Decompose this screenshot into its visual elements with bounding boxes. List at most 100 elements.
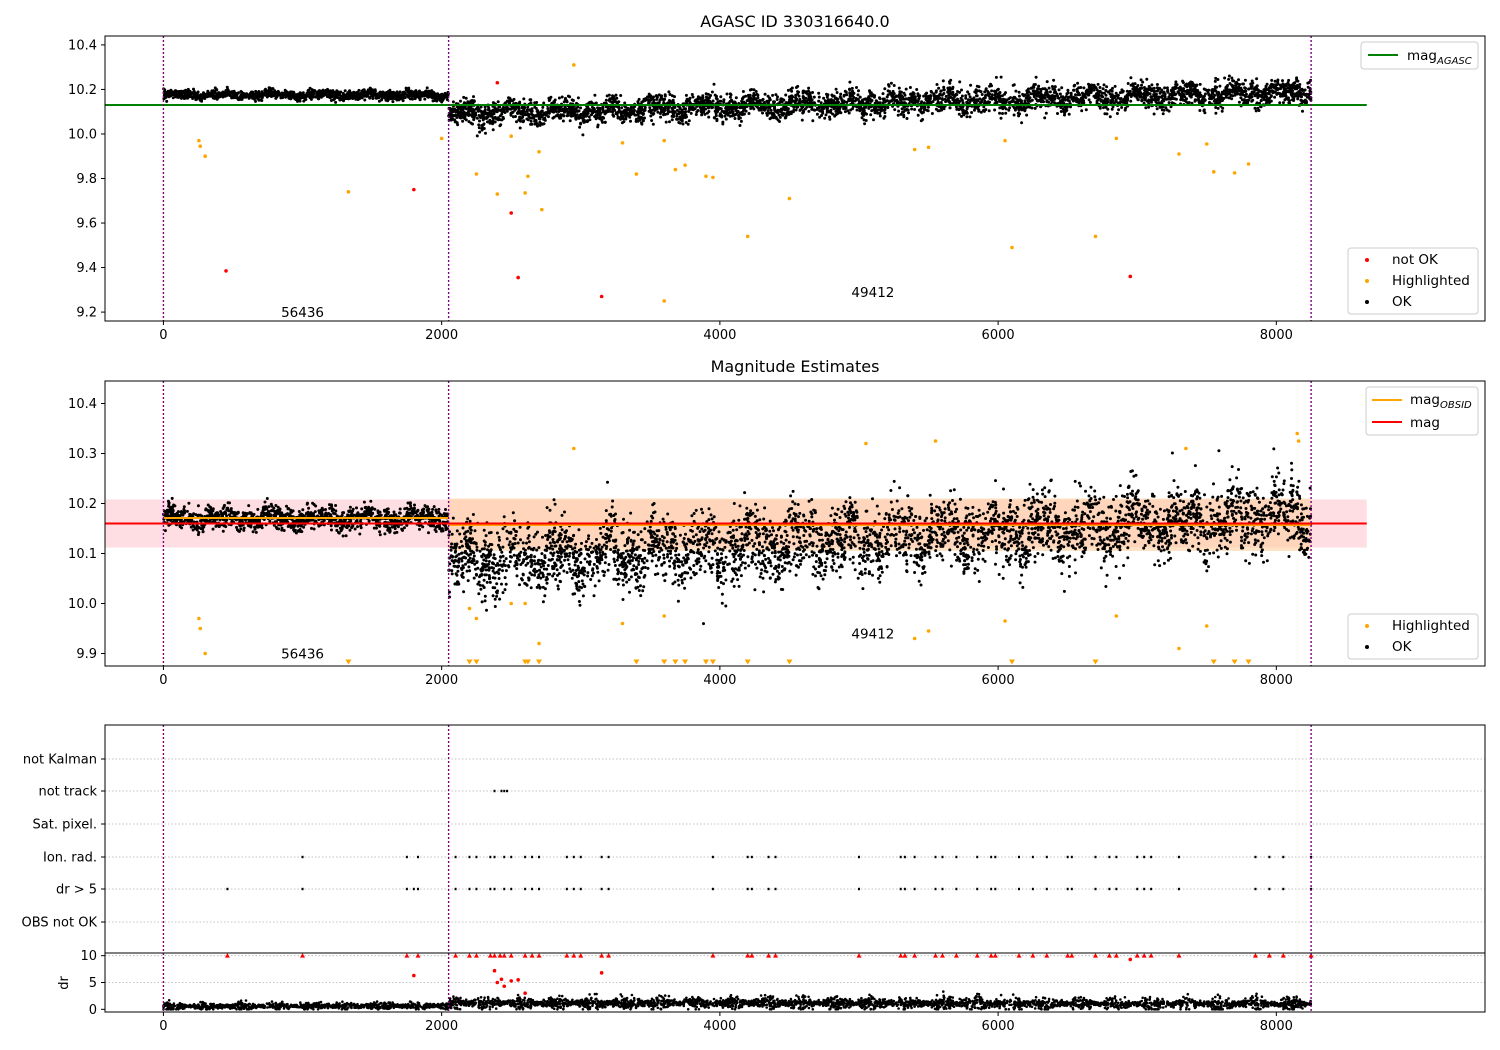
ok-point: [650, 119, 654, 122]
ok-point: [1210, 89, 1214, 93]
ok-point: [756, 105, 759, 109]
ok-point: [398, 90, 402, 94]
ok-point: [1016, 98, 1019, 102]
ok-point: [456, 123, 460, 127]
ok-point: [1136, 84, 1140, 87]
ok-point: [311, 95, 315, 99]
ok-point: [817, 91, 821, 95]
ok-point: [1228, 96, 1232, 100]
ok-point: [738, 124, 742, 127]
ok-point: [948, 95, 952, 99]
ok-point: [1013, 100, 1017, 104]
ok-point: [719, 95, 723, 99]
ok-point: [812, 108, 816, 112]
ok-point: [592, 106, 596, 110]
ok-point: [855, 108, 859, 112]
ok-point: [574, 114, 578, 118]
ok-point: [735, 111, 739, 115]
ok-point: [1163, 86, 1167, 90]
ok-point: [763, 108, 767, 112]
ok-point: [1147, 88, 1151, 92]
ok-point: [808, 95, 811, 99]
ok-point: [196, 90, 200, 94]
ok-point: [1224, 94, 1228, 97]
ok-point: [230, 96, 234, 100]
ok-point: [642, 97, 646, 101]
ok-point: [1083, 94, 1087, 98]
ok-point: [1023, 93, 1027, 97]
ok-point: [1143, 97, 1147, 101]
ok-point: [475, 134, 479, 138]
ok-point: [276, 91, 280, 95]
ok-point: [633, 109, 636, 112]
ok-point: [767, 99, 771, 103]
ok-point: [662, 113, 665, 117]
ok-point: [694, 99, 698, 102]
ok-point: [1173, 97, 1177, 101]
ok-point: [482, 123, 485, 127]
ok-point: [749, 107, 753, 110]
ok-point: [988, 97, 992, 100]
ok-point: [938, 93, 942, 96]
ok-point: [847, 97, 851, 101]
ok-point: [826, 98, 830, 102]
ok-point: [334, 100, 338, 104]
ok-point: [574, 117, 578, 121]
ok-point: [796, 84, 800, 88]
ok-point: [415, 92, 419, 96]
ok-point: [579, 122, 583, 126]
ok-point: [586, 105, 590, 109]
ok-point: [919, 110, 923, 114]
ok-point: [1017, 90, 1021, 94]
ok-point: [1142, 86, 1146, 89]
ok-point: [739, 119, 743, 123]
ok-point: [331, 89, 335, 93]
ok-point: [463, 117, 467, 121]
ok-point: [1214, 111, 1218, 115]
ok-point: [1227, 74, 1231, 78]
ok-point: [1064, 109, 1068, 113]
ok-point: [993, 108, 997, 112]
ok-point: [710, 90, 714, 94]
ok-point: [733, 101, 737, 105]
ok-point: [684, 121, 688, 124]
ok-point: [652, 98, 656, 102]
ok-point: [263, 88, 267, 92]
ok-point: [346, 91, 350, 95]
ok-point: [530, 116, 534, 120]
ok-point: [983, 90, 987, 94]
ok-point: [1284, 84, 1288, 88]
ok-point: [637, 97, 641, 101]
ok-point: [1080, 109, 1084, 113]
ok-point: [439, 94, 443, 98]
ok-point: [453, 113, 457, 117]
ok-point: [339, 90, 343, 94]
ok-point: [999, 116, 1003, 120]
ok-point: [1090, 83, 1094, 87]
ok-point: [1143, 88, 1146, 92]
ok-point: [1225, 85, 1229, 89]
ok-point: [1075, 100, 1079, 104]
ok-point: [459, 99, 462, 103]
ok-point: [1269, 86, 1273, 90]
ok-point: [498, 114, 502, 118]
ok-point: [679, 110, 683, 114]
ok-point: [1082, 86, 1086, 90]
ok-point: [324, 93, 328, 97]
ok-point: [907, 111, 910, 115]
ok-point: [604, 98, 608, 102]
ok-point: [1203, 98, 1207, 102]
ok-point: [211, 96, 215, 100]
ok-point: [1136, 98, 1140, 101]
ok-point: [563, 98, 567, 102]
ok-point: [864, 119, 868, 122]
ok-point: [451, 100, 455, 104]
ok-point: [626, 106, 630, 110]
ok-point: [790, 94, 794, 98]
ok-point: [771, 93, 775, 97]
ok-point: [707, 115, 711, 119]
ok-point: [1279, 85, 1283, 89]
ok-point: [579, 106, 583, 110]
ok-point: [958, 80, 962, 84]
ok-point: [1117, 108, 1121, 112]
